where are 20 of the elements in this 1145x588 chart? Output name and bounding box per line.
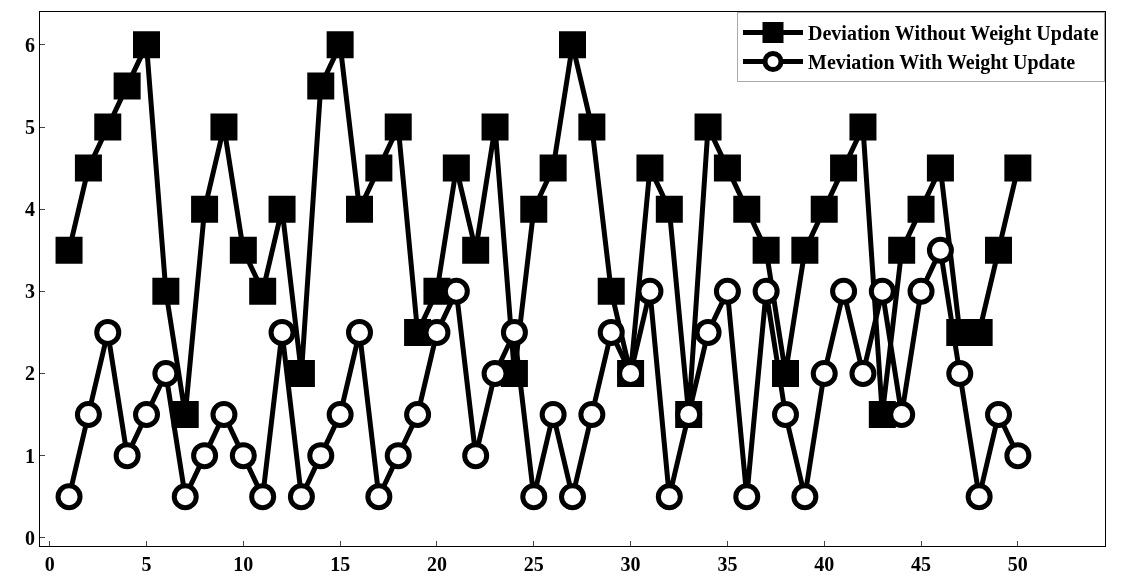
- y-tick-label: 6: [25, 33, 35, 56]
- y-tick-label: 5: [25, 116, 35, 139]
- x-tick-label: 5: [141, 553, 152, 575]
- x-tick-label: 0: [44, 553, 55, 575]
- x-tick-label: 15: [330, 553, 351, 575]
- x-tick-label: 30: [620, 553, 641, 575]
- x-tick-label: 35: [717, 553, 738, 575]
- y-tick-label: 3: [25, 280, 35, 303]
- x-tick-label: 25: [523, 553, 544, 575]
- x-tick-label: 40: [814, 553, 835, 575]
- x-tick-label: 10: [233, 553, 254, 575]
- y-tick-label: 2: [25, 362, 35, 385]
- x-tick-label: 20: [426, 553, 447, 575]
- y-tick-label: 4: [25, 198, 35, 221]
- x-tick-label: 50: [1007, 553, 1028, 575]
- x-tick-label: 45: [911, 553, 932, 575]
- y-tick-label: 1: [25, 444, 35, 467]
- legend-label: Meviation With Weight Update: [808, 51, 1076, 75]
- legend-label: Deviation Without Weight Update: [808, 22, 1099, 46]
- y-tick-label: 0: [25, 526, 35, 549]
